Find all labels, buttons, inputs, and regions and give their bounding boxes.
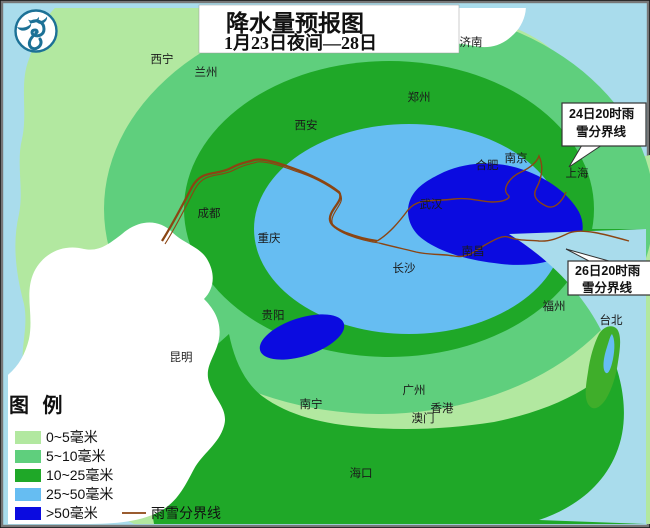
svg-text:5~10毫米: 5~10毫米 bbox=[46, 448, 106, 464]
svg-text:武汉: 武汉 bbox=[420, 198, 443, 211]
svg-text:广州: 广州 bbox=[403, 384, 426, 397]
svg-text:贵阳: 贵阳 bbox=[262, 309, 285, 322]
svg-text:南宁: 南宁 bbox=[300, 397, 323, 411]
svg-text:合肥: 合肥 bbox=[476, 158, 499, 172]
svg-text:雪分界线: 雪分界线 bbox=[576, 124, 627, 139]
svg-text:台北: 台北 bbox=[600, 313, 623, 327]
svg-text:西宁: 西宁 bbox=[151, 52, 174, 66]
svg-text:重庆: 重庆 bbox=[258, 231, 281, 245]
svg-text:>50毫米: >50毫米 bbox=[46, 505, 98, 521]
svg-text:24日20时雨: 24日20时雨 bbox=[569, 106, 635, 121]
svg-text:海口: 海口 bbox=[350, 466, 373, 480]
svg-text:上海: 上海 bbox=[566, 166, 589, 180]
svg-text:成都: 成都 bbox=[198, 207, 221, 220]
svg-text:南京: 南京 bbox=[505, 151, 528, 165]
svg-text:福州: 福州 bbox=[543, 299, 566, 313]
svg-text:南昌: 南昌 bbox=[462, 244, 485, 258]
svg-text:26日20时雨: 26日20时雨 bbox=[575, 263, 641, 278]
svg-text:0~5毫米: 0~5毫米 bbox=[46, 429, 98, 445]
svg-text:昆明: 昆明 bbox=[170, 351, 193, 364]
svg-text:长沙: 长沙 bbox=[393, 262, 416, 275]
svg-text:济南: 济南 bbox=[460, 35, 483, 49]
svg-text:1月23日夜间—28日: 1月23日夜间—28日 bbox=[224, 32, 377, 53]
svg-text:澳门: 澳门 bbox=[412, 411, 435, 425]
svg-text:雨雪分界线: 雨雪分界线 bbox=[151, 505, 221, 521]
svg-text:雪分界线: 雪分界线 bbox=[582, 280, 633, 295]
svg-text:25~50毫米: 25~50毫米 bbox=[46, 486, 113, 502]
svg-text:郑州: 郑州 bbox=[408, 90, 431, 104]
svg-text:兰州: 兰州 bbox=[195, 66, 218, 79]
svg-text:西安: 西安 bbox=[295, 118, 318, 132]
svg-text:图 例: 图 例 bbox=[9, 393, 67, 417]
svg-text:10~25毫米: 10~25毫米 bbox=[46, 467, 113, 483]
